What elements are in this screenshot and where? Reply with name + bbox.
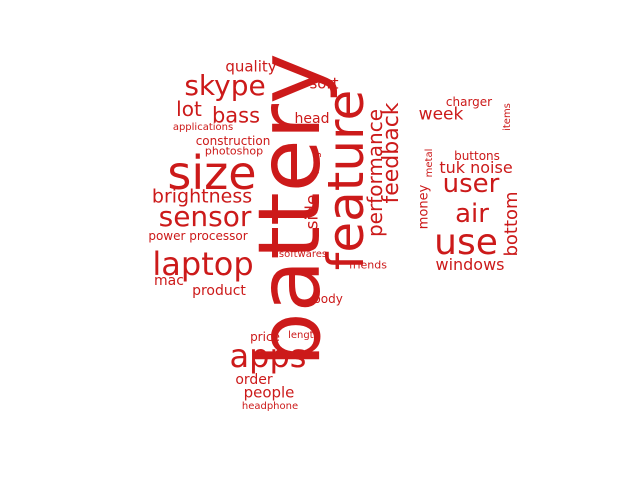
word-performance: performance bbox=[363, 108, 387, 238]
word-price: price bbox=[250, 330, 280, 344]
word-items: items bbox=[502, 103, 513, 131]
word-brightness: brightness bbox=[151, 185, 253, 208]
word-apps: apps bbox=[229, 337, 307, 375]
word-bottom: bottom bbox=[501, 191, 522, 257]
word-size: size bbox=[167, 146, 257, 200]
word-air: air bbox=[455, 199, 489, 229]
word-applications: applications bbox=[172, 122, 234, 133]
word-money: money bbox=[416, 184, 432, 230]
word-buttons: buttons bbox=[454, 149, 500, 163]
word-softwares: softwares bbox=[278, 249, 328, 260]
word-people: people bbox=[243, 383, 295, 402]
word-mag: mag bbox=[311, 151, 322, 175]
word-user: user bbox=[442, 169, 500, 199]
word-quality: quality bbox=[225, 57, 277, 76]
word-product: product bbox=[192, 283, 246, 299]
word-photoshop: photoshop bbox=[204, 144, 264, 158]
word-power-processor: power processor bbox=[148, 229, 248, 243]
word-use: use bbox=[434, 222, 498, 263]
word-construction: construction bbox=[195, 134, 271, 148]
word-sort: sort bbox=[309, 74, 339, 93]
word-week: week bbox=[418, 104, 464, 125]
word-body: body bbox=[313, 292, 343, 306]
word-charger: charger bbox=[445, 95, 493, 109]
word-tuk-noise: tuk noise bbox=[439, 158, 513, 177]
word-order: order bbox=[235, 372, 273, 388]
word-lot: lot bbox=[176, 97, 202, 121]
word-head: head bbox=[294, 111, 330, 127]
word-headphone: headphone bbox=[241, 401, 299, 412]
word-skype: skype bbox=[184, 69, 266, 102]
word-length: length bbox=[288, 330, 320, 341]
word-mac: mac bbox=[154, 273, 184, 289]
word-bass: bass bbox=[211, 103, 261, 128]
word-friends: friends bbox=[349, 258, 387, 272]
word-windows: windows bbox=[435, 255, 505, 274]
word-side: side bbox=[302, 194, 323, 230]
word-sensor: sensor bbox=[158, 200, 252, 233]
word-metal: metal bbox=[424, 148, 435, 178]
word-laptop: laptop bbox=[152, 245, 254, 283]
